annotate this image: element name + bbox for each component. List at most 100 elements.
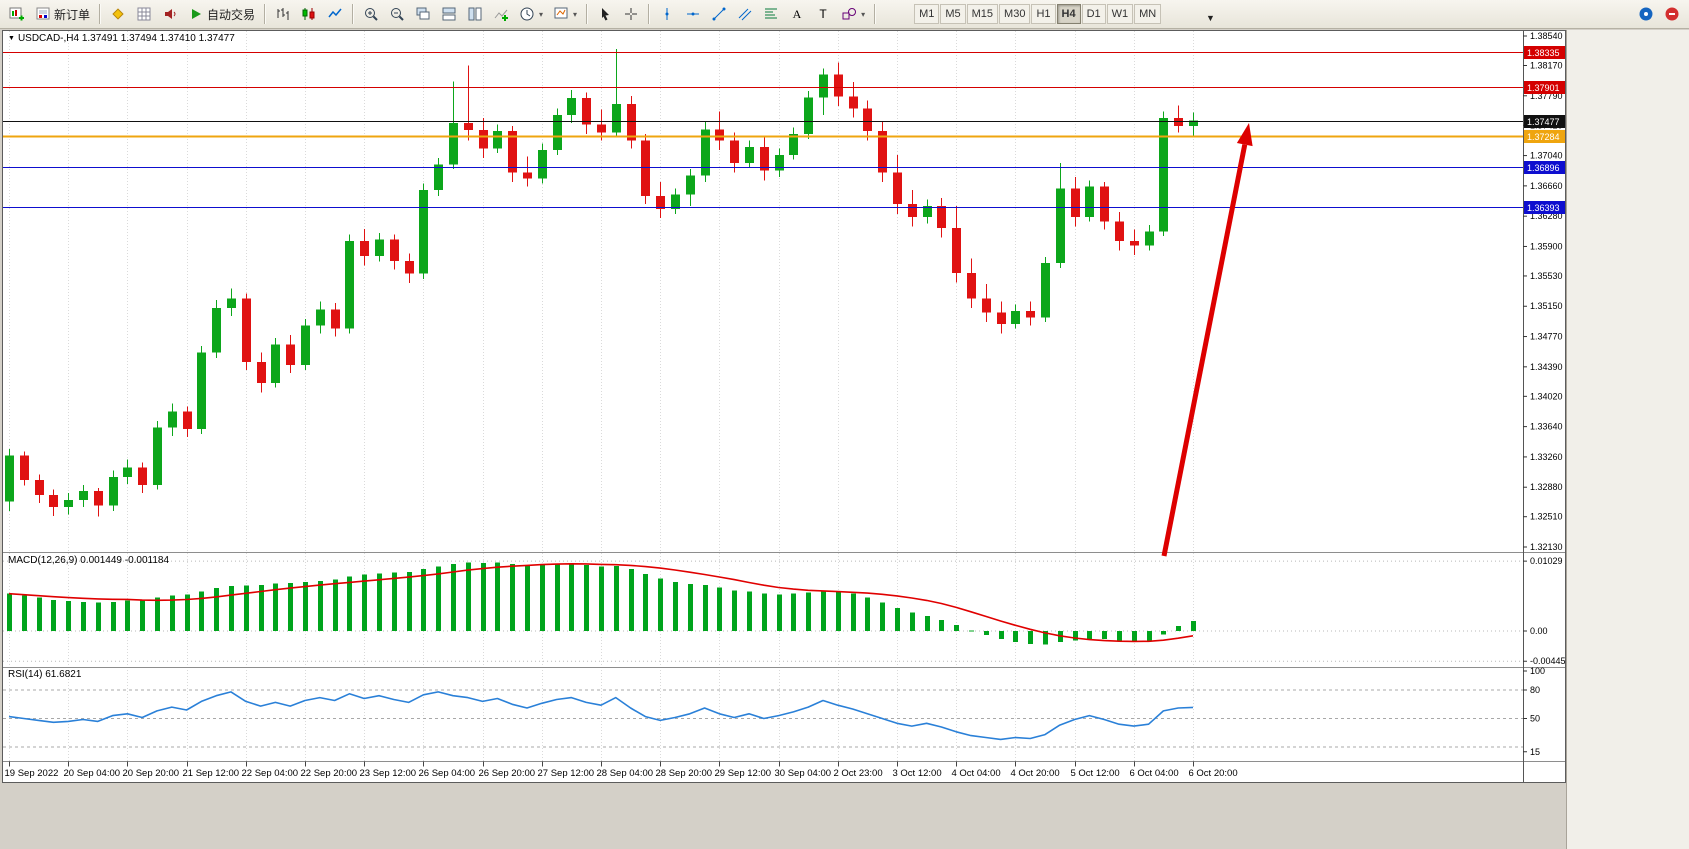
candle-body <box>79 491 88 500</box>
macd-bar <box>436 566 441 631</box>
candle-body <box>804 97 813 135</box>
candle-body <box>730 140 739 163</box>
candle-body <box>1189 120 1198 127</box>
zoom-out-icon[interactable] <box>385 3 409 25</box>
price-tag <box>1524 81 1565 94</box>
macd-bar <box>895 607 900 631</box>
new-chart-icon[interactable] <box>5 3 29 25</box>
text-label-icon[interactable]: T <box>811 3 835 25</box>
community-icon[interactable] <box>1634 3 1658 25</box>
candle-body <box>1130 240 1139 246</box>
candle-body <box>20 455 29 481</box>
chart-title-text: USDCAD-,H4 1.37491 1.37494 1.37410 1.374… <box>17 33 235 44</box>
price-axis-label: 1.35900 <box>1530 241 1563 251</box>
line-chart-icon[interactable] <box>323 3 347 25</box>
metaquotes-icon[interactable] <box>106 3 130 25</box>
time-axis-label: 22 Sep 20:00 <box>301 768 358 779</box>
macd-bar <box>999 631 1004 640</box>
time-axis-label: 5 Oct 12:00 <box>1071 768 1120 779</box>
profiles-icon[interactable] <box>132 3 156 25</box>
collapse-icon[interactable]: ▼ <box>8 35 15 42</box>
channel-icon <box>738 8 752 21</box>
timeframe-d1-button[interactable]: D1 <box>1081 4 1106 24</box>
timeframe-m5-button[interactable]: M5 <box>940 4 966 24</box>
price-tag-label: 1.38335 <box>1527 48 1560 58</box>
bar-chart-icon[interactable] <box>271 3 295 25</box>
macd-bar <box>555 564 560 631</box>
macd-bar <box>777 594 782 631</box>
candle-body <box>1071 188 1080 217</box>
macd-bar <box>732 590 737 631</box>
candle-body <box>1041 263 1050 318</box>
zoom-in-icon[interactable] <box>359 3 383 25</box>
trend-arrow-head[interactable] <box>1236 123 1253 147</box>
profiles-icon <box>137 7 151 21</box>
price-chart-svg[interactable]: 1.385401.381701.377901.374201.370401.366… <box>3 31 1565 782</box>
zoom-out-icon <box>391 8 404 21</box>
macd-bar <box>125 600 130 631</box>
timeframe-h4-button[interactable]: H4 <box>1056 4 1081 24</box>
candle-body <box>523 172 532 179</box>
candle-body <box>997 312 1006 324</box>
timeframe-m30-button[interactable]: M30 <box>999 4 1031 24</box>
time-axis-label: 28 Sep 20:00 <box>656 768 713 779</box>
alerts-icon[interactable] <box>158 3 182 25</box>
candle-body <box>775 154 784 171</box>
macd-bar <box>880 602 885 631</box>
indicators-icon[interactable] <box>489 3 513 25</box>
macd-bar <box>199 591 204 631</box>
macd-bar <box>362 574 367 631</box>
macd-bar <box>1191 620 1196 631</box>
price-tag <box>1524 130 1565 143</box>
text-icon[interactable]: A <box>785 3 809 25</box>
macd-bar <box>925 616 930 631</box>
chart-window[interactable]: ▼ USDCAD-,H4 1.37491 1.37494 1.37410 1.37… <box>2 30 1566 783</box>
candle-body <box>908 204 917 217</box>
news-icon[interactable] <box>1660 3 1684 25</box>
toolbar-separator <box>648 4 651 24</box>
auto-trading-button-label: 自动交易 <box>207 7 256 22</box>
timeframe-mn-button[interactable]: MN <box>1134 4 1162 24</box>
arrows-icon[interactable]: ▾ <box>837 3 869 25</box>
macd-bar <box>1028 631 1033 644</box>
candle-body <box>567 98 576 115</box>
horizontal-line-icon[interactable] <box>681 3 705 25</box>
price-axis-label: 1.32130 <box>1530 542 1563 552</box>
new-order-button <box>36 7 50 20</box>
candlestick-chart-icon[interactable] <box>297 3 321 25</box>
trend-arrow-line[interactable] <box>1161 144 1248 557</box>
toolbar-separator <box>352 4 355 24</box>
macd-bar <box>791 593 796 631</box>
tile-windows-icon[interactable] <box>411 3 435 25</box>
auto-trading-button[interactable]: 自动交易 <box>184 3 259 25</box>
timeframe-m1-button[interactable]: M1 <box>914 4 940 24</box>
toolbar-separator <box>99 4 102 24</box>
trendline-icon[interactable] <box>707 3 731 25</box>
new-order-button[interactable]: 新订单 <box>31 3 94 25</box>
tile-horizontal-icon[interactable] <box>437 3 461 25</box>
macd-bar <box>22 595 27 631</box>
crosshair-icon[interactable] <box>619 3 643 25</box>
channel-icon[interactable] <box>733 3 757 25</box>
candle-body <box>405 260 414 274</box>
candle-body <box>168 411 177 428</box>
periods-icon[interactable]: ▾ <box>515 3 547 25</box>
macd-bar <box>451 563 456 631</box>
macd-bar <box>244 585 249 631</box>
timeframe-w1-button[interactable]: W1 <box>1106 4 1134 24</box>
timeframe-h1-button[interactable]: H1 <box>1031 4 1056 24</box>
macd-bar <box>688 584 693 631</box>
macd-bar <box>806 592 811 631</box>
macd-bar <box>111 601 116 631</box>
timeframe-m15-button[interactable]: M15 <box>966 4 999 24</box>
tile-vertical-icon[interactable] <box>463 3 487 25</box>
cursor-icon[interactable] <box>593 3 617 25</box>
fibonacci-icon[interactable] <box>759 3 783 25</box>
vertical-line-icon[interactable] <box>655 3 679 25</box>
time-axis-label: 28 Sep 04:00 <box>597 768 654 779</box>
macd-bar <box>851 593 856 631</box>
templates-icon[interactable]: ▾ <box>549 3 581 25</box>
metaquotes-icon <box>112 8 124 20</box>
text-icon: A <box>793 7 802 21</box>
right-panel <box>1566 30 1689 849</box>
